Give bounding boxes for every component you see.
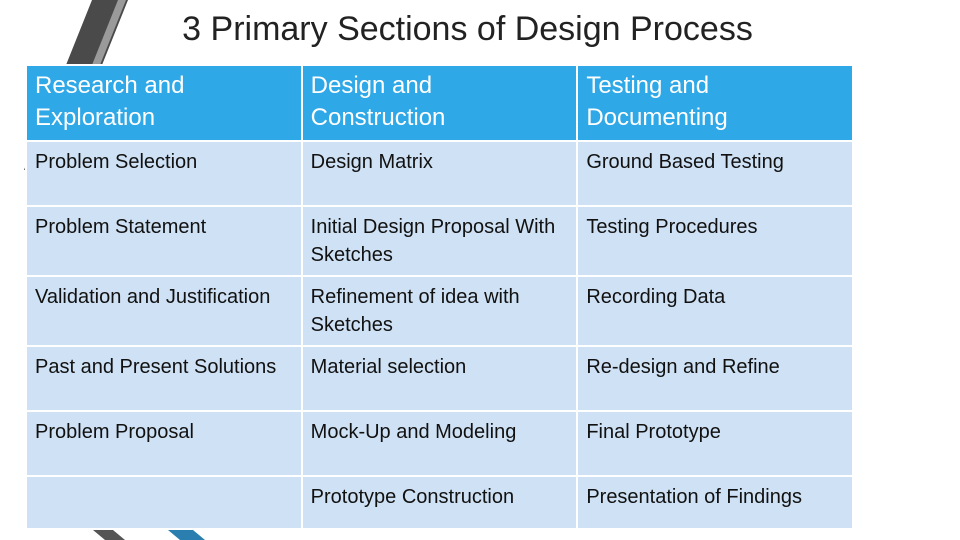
column-header: Research and Exploration xyxy=(25,64,303,142)
table-cell: Recording Data xyxy=(576,275,854,347)
header-row: Research and Exploration Design and Const… xyxy=(25,64,854,142)
column-header: Testing and Documenting xyxy=(576,64,854,142)
table-row: Validation and Justification Refinement o… xyxy=(25,275,854,347)
table-cell: Mock-Up and Modeling xyxy=(300,410,579,477)
table-cell: Material selection xyxy=(300,345,579,412)
process-table: Research and Exploration Design and Const… xyxy=(25,64,854,530)
table-row: Problem Proposal Mock-Up and Modeling Fina… xyxy=(25,410,854,477)
table-row: Past and Present Solutions Material selec… xyxy=(25,345,854,412)
table-cell: Final Prototype xyxy=(576,410,854,477)
table-cell: Validation and Justification xyxy=(25,275,303,347)
table-cell: Problem Selection xyxy=(25,140,303,207)
table-cell: Problem Proposal xyxy=(25,410,303,477)
table-cell: Testing Procedures xyxy=(576,205,854,277)
table-cell: Ground Based Testing xyxy=(576,140,854,207)
table-cell: Design Matrix xyxy=(300,140,579,207)
table-row: Problem Statement Initial Design Proposal… xyxy=(25,205,854,277)
table-row: Prototype Construction Presentation of Fi… xyxy=(25,475,854,530)
table-row: Problem Selection Design Matrix Ground Bas… xyxy=(25,140,854,207)
table-cell: Initial Design Proposal With Sketches xyxy=(300,205,579,277)
table-body: Problem Selection Design Matrix Ground Bas… xyxy=(25,140,854,530)
table-cell: Past and Present Solutions xyxy=(25,345,303,412)
table-cell: Prototype Construction xyxy=(300,475,579,530)
table-cell: Re-design and Refine xyxy=(576,345,854,412)
table-cell: Presentation of Findings xyxy=(576,475,854,530)
column-header: Design and Construction xyxy=(300,64,579,142)
table-cell xyxy=(25,475,303,530)
table-cell: Problem Statement xyxy=(25,205,303,277)
table-cell: Refinement of idea with Sketches xyxy=(300,275,579,347)
slide-title: 3 Primary Sections of Design Process xyxy=(182,10,753,48)
